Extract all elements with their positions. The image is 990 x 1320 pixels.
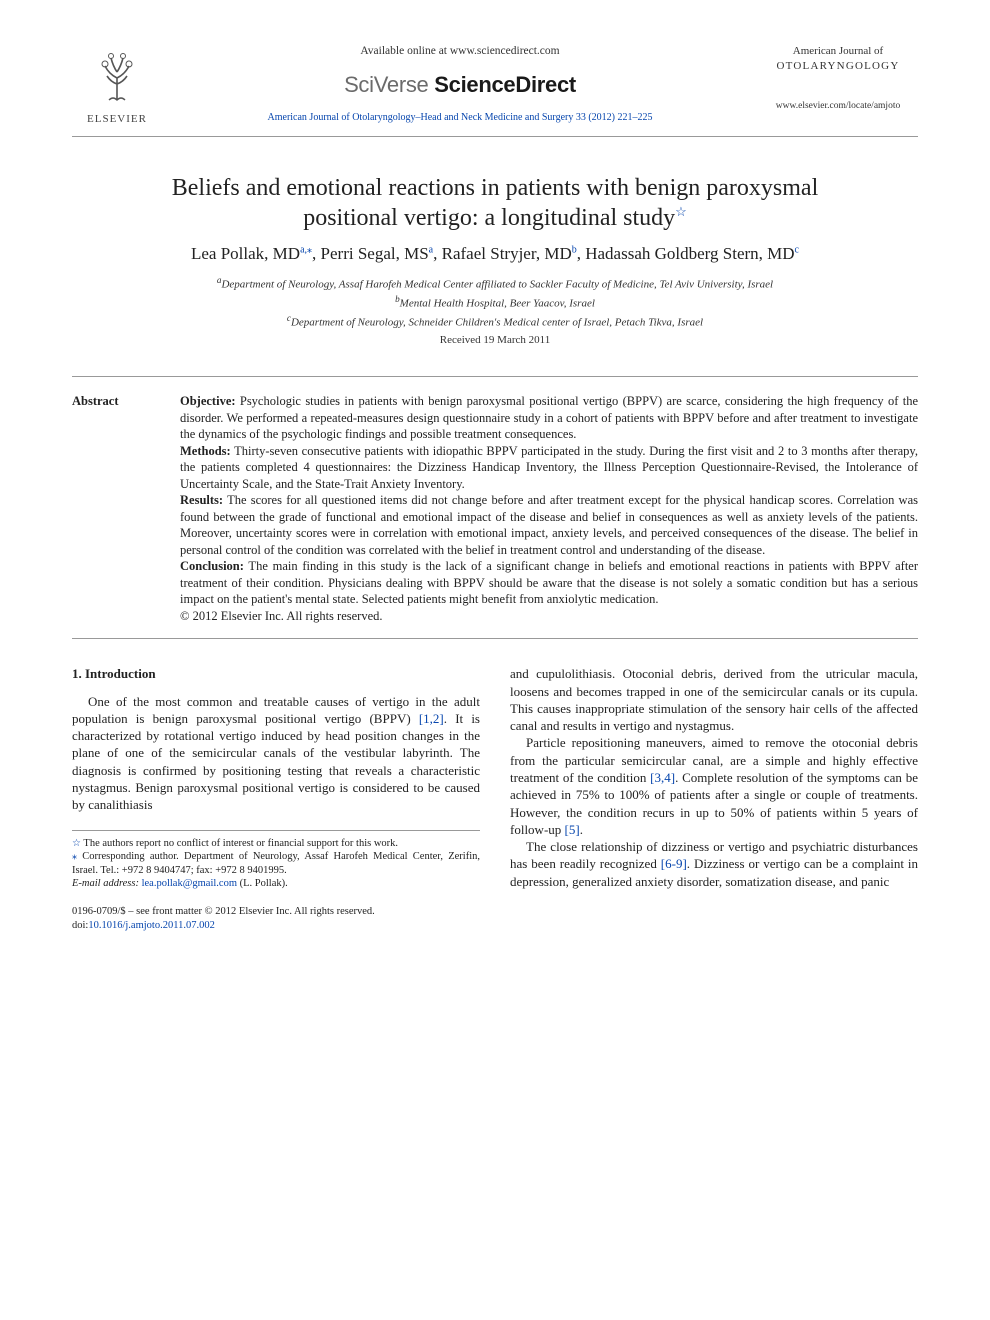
page-header: ELSEVIER Available online at www.science… [72,44,918,137]
affiliation-b: bMental Health Hospital, Beer Yaacov, Is… [72,293,918,312]
issn-line: 0196-0709/$ – see front matter © 2012 El… [72,905,480,919]
column-left: 1. Introduction One of the most common a… [72,665,480,933]
title-line2: positional vertigo: a longitudinal study [303,205,675,231]
journal-block: American Journal of OTOLARYNGOLOGY www.e… [758,44,918,113]
platform-part1: SciVerse [344,72,434,97]
author-1: Lea Pollak, MD [191,244,300,263]
elsevier-tree-icon [87,44,147,104]
col2-p1: and cupulolithiasis. Otoconial debris, d… [510,665,918,734]
ref-link-1-2[interactable]: [1,2] [419,711,444,726]
affiliation-a-text: Department of Neurology, Assaf Harofeh M… [221,279,773,291]
section-heading: 1. Introduction [72,665,480,682]
results-label: Results: [180,493,223,507]
methods-text: Thirty-seven consecutive patients with i… [180,444,918,491]
footnote-2-text: Corresponding author. Department of Neur… [72,851,480,876]
conclusion-label: Conclusion: [180,559,244,573]
col2-p3: The close relationship of dizziness or v… [510,838,918,890]
journal-name-line2: OTOLARYNGOLOGY [758,59,918,74]
affiliation-c-text: Department of Neurology, Schneider Child… [291,317,703,329]
citation-line[interactable]: American Journal of Otolaryngology–Head … [162,111,758,125]
col2-p2: Particle repositioning maneuvers, aimed … [510,734,918,838]
abstract-copyright: © 2012 Elsevier Inc. All rights reserved… [180,608,918,625]
col2-p2c: . [580,822,583,837]
affiliation-a: aDepartment of Neurology, Assaf Harofeh … [72,274,918,293]
affiliation-b-text: Mental Health Hospital, Beer Yaacov, Isr… [400,298,595,310]
author-4-sup[interactable]: c [795,245,799,256]
ref-link-3-4[interactable]: [3,4] [650,770,675,785]
publisher-name: ELSEVIER [72,112,162,127]
email-suffix: (L. Pollak). [237,878,288,889]
journal-name-line1: American Journal of [758,44,918,59]
abstract-body: Objective: Psychologic studies in patien… [180,393,918,624]
authors-line: Lea Pollak, MDa,⁎, Perri Segal, MSa, Raf… [72,243,918,266]
objective-text: Psychologic studies in patients with ben… [180,394,918,441]
objective-label: Objective: [180,394,236,408]
results-text: The scores for all questioned items did … [180,493,918,557]
doi-line: doi:10.1016/j.amjoto.2011.07.002 [72,919,480,933]
footnotes: ☆ The authors report no conflict of inte… [72,830,480,892]
available-online-text: Available online at www.sciencedirect.co… [162,44,758,60]
platform-part2: ScienceDirect [434,72,576,97]
body-columns: 1. Introduction One of the most common a… [72,665,918,933]
ref-link-6-9[interactable]: [6-9] [661,856,687,871]
doi-prefix: doi: [72,920,88,931]
received-date: Received 19 March 2011 [72,333,918,348]
author-1-sup[interactable]: a,⁎ [300,245,312,256]
author-2: , Perri Segal, MS [312,244,429,263]
affiliation-c: cDepartment of Neurology, Schneider Chil… [72,312,918,331]
footnote-2: ⁎ Corresponding author. Department of Ne… [72,850,480,877]
bottom-block: 0196-0709/$ – see front matter © 2012 El… [72,905,480,933]
center-header: Available online at www.sciencedirect.co… [162,44,758,125]
article-title: Beliefs and emotional reactions in patie… [72,173,918,233]
column-right: and cupulolithiasis. Otoconial debris, d… [510,665,918,933]
abstract-block: Abstract Objective: Psychologic studies … [72,376,918,639]
author-4: , Hadassah Goldberg Stern, MD [577,244,795,263]
ref-link-5[interactable]: [5] [565,822,580,837]
email-link[interactable]: lea.pollak@gmail.com [139,878,237,889]
platform-brand: SciVerse ScienceDirect [162,70,758,100]
title-line1: Beliefs and emotional reactions in patie… [172,175,819,201]
methods-label: Methods: [180,444,231,458]
footnote-1: ☆ The authors report no conflict of inte… [72,837,480,851]
publisher-logo-block: ELSEVIER [72,44,162,126]
doi-link[interactable]: 10.1016/j.amjoto.2011.07.002 [88,920,214,931]
footnote-1-text: The authors report no conflict of intere… [81,838,398,849]
conclusion-text: The main finding in this study is the la… [180,559,918,606]
abstract-label: Abstract [72,393,180,624]
author-3: , Rafael Stryjer, MD [433,244,572,263]
intro-p1b: . It is characterized by rotational vert… [72,711,480,812]
title-star-icon[interactable]: ☆ [675,204,687,219]
journal-url[interactable]: www.elsevier.com/locate/amjoto [758,100,918,113]
footnote-email: E-mail address: lea.pollak@gmail.com (L.… [72,877,480,891]
email-label: E-mail address: [72,878,139,889]
intro-p1: One of the most common and treatable cau… [72,693,480,814]
footnote-1-mark: ☆ [72,838,81,849]
affiliations: aDepartment of Neurology, Assaf Harofeh … [72,274,918,331]
